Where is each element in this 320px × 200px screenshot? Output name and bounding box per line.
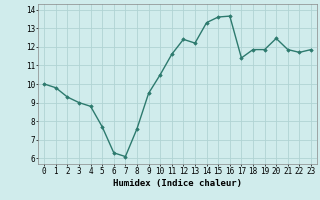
X-axis label: Humidex (Indice chaleur): Humidex (Indice chaleur) bbox=[113, 179, 242, 188]
